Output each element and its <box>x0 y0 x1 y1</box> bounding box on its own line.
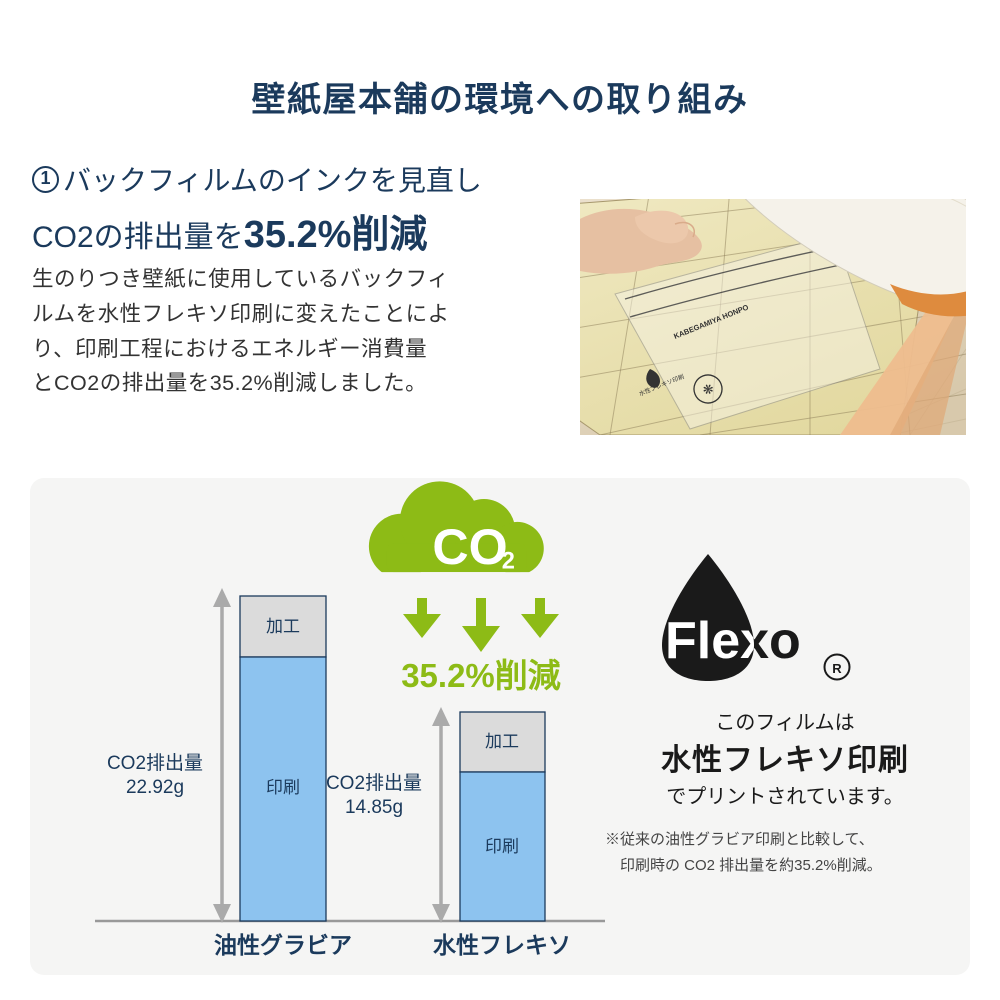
svg-text:加工: 加工 <box>266 617 300 636</box>
svg-text:35.2%削減: 35.2%削減 <box>401 657 561 694</box>
svg-text:油性グラビア: 油性グラビア <box>214 932 352 958</box>
svg-text:2: 2 <box>502 548 515 574</box>
svg-text:22.92g: 22.92g <box>126 777 184 798</box>
svg-text:加工: 加工 <box>485 732 519 751</box>
svg-text:印刷: 印刷 <box>266 778 300 797</box>
svg-text:水性フレキソ: 水性フレキソ <box>433 932 571 958</box>
svg-text:CO2排出量: CO2排出量 <box>107 752 203 774</box>
svg-text:14.85g: 14.85g <box>345 797 403 818</box>
svg-text:印刷: 印刷 <box>485 837 519 856</box>
svg-text:R: R <box>832 661 842 676</box>
svg-text:CO: CO <box>432 519 507 575</box>
svg-text:CO2排出量: CO2排出量 <box>326 772 422 794</box>
